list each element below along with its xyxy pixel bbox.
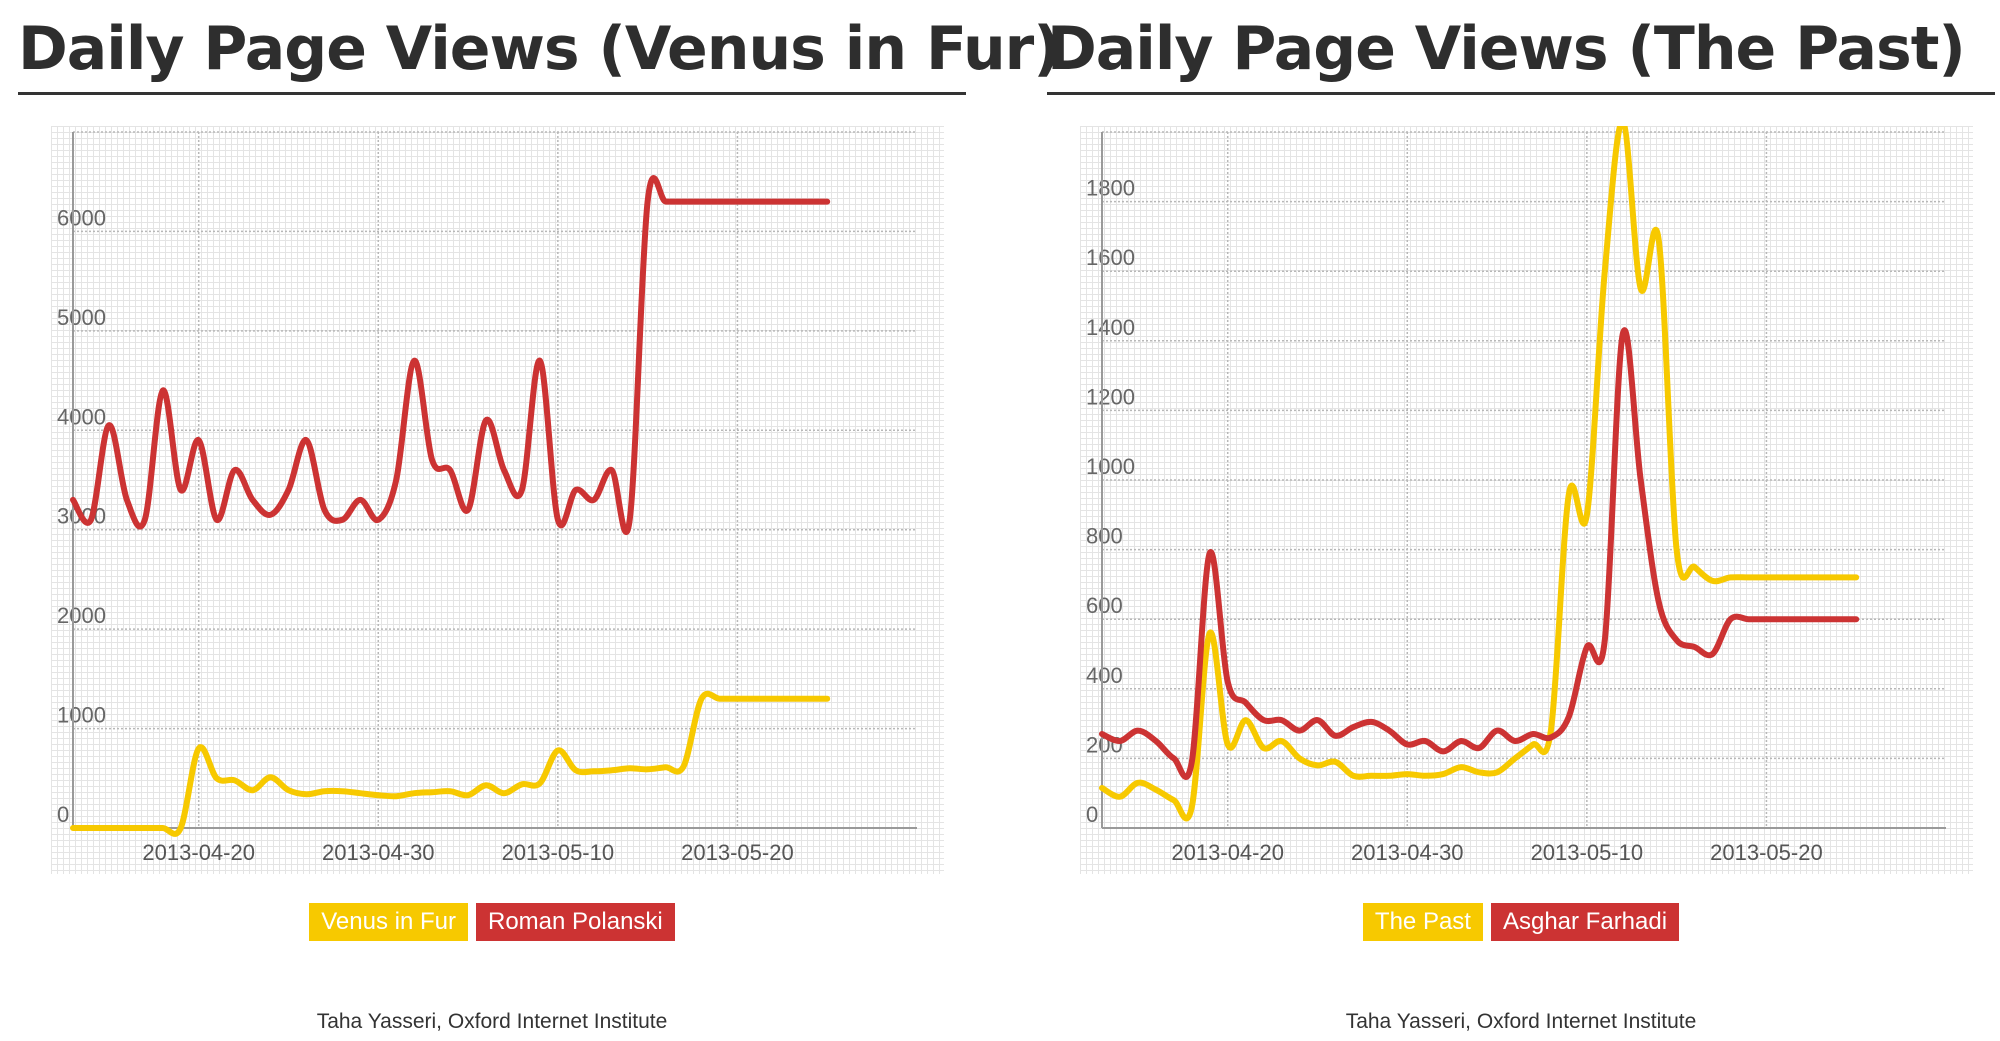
legend-item-the-past[interactable]: The Past bbox=[1362, 903, 1483, 941]
y-tick-label: 2000 bbox=[1086, 126, 1135, 131]
legend: Venus in Fur Roman Polanski bbox=[18, 903, 966, 941]
y-tick-label: 4000 bbox=[57, 404, 106, 429]
y-tick-label: 800 bbox=[1086, 524, 1123, 549]
x-tick-label: 2013-05-10 bbox=[1531, 840, 1644, 865]
chart-panel-venus: Daily Page Views (Venus in Fur) 0 1000 200… bbox=[18, 0, 1061, 1041]
plot-background bbox=[1080, 126, 1973, 874]
series-line-roman-polanski[interactable] bbox=[70, 175, 831, 535]
x-tick-label: 2013-04-30 bbox=[322, 840, 435, 865]
chart-svg: 010002000300040005000600070002013-04-202… bbox=[51, 126, 944, 874]
credit-text: Taha Yasseri, Oxford Internet Institute bbox=[1345, 1010, 1697, 1033]
x-tick-label: 2013-04-20 bbox=[1171, 840, 1284, 865]
y-tick-label: 1200 bbox=[1086, 384, 1135, 409]
legend-item-roman-polanski[interactable]: Roman Polanski bbox=[476, 903, 675, 941]
y-tick-label: 0 bbox=[57, 802, 69, 827]
y-tick-label: 1600 bbox=[1086, 245, 1135, 270]
credit-text: Taha Yasseri, Oxford Internet Institute bbox=[316, 1010, 668, 1033]
y-tick-label: 5000 bbox=[57, 305, 106, 330]
y-tick-label: 0 bbox=[1086, 802, 1098, 827]
chart-svg: 0200400600800100012001400160018002000201… bbox=[1080, 126, 1973, 874]
y-tick-label: 400 bbox=[1086, 663, 1123, 688]
legend-item-venus-in-fur[interactable]: Venus in Fur bbox=[309, 903, 468, 941]
series-line-the-past[interactable] bbox=[1099, 126, 1860, 822]
series-line-asghar-farhadi[interactable] bbox=[1099, 327, 1860, 780]
chart-title: Daily Page Views (The Past) bbox=[1047, 14, 1966, 84]
y-tick-label: 1000 bbox=[57, 703, 106, 728]
chart-title: Daily Page Views (Venus in Fur) bbox=[18, 14, 1061, 84]
legend: The Past Asghar Farhadi bbox=[1047, 903, 1995, 941]
x-tick-label: 2013-05-20 bbox=[1710, 840, 1823, 865]
y-tick-label: 7000 bbox=[57, 126, 106, 131]
x-tick-label: 2013-04-20 bbox=[142, 840, 255, 865]
x-tick-label: 2013-05-10 bbox=[502, 840, 615, 865]
x-tick-label: 2013-04-30 bbox=[1351, 840, 1464, 865]
series-line-venus-in-fur[interactable] bbox=[70, 690, 831, 837]
legend-item-asghar-farhadi[interactable]: Asghar Farhadi bbox=[1490, 903, 1680, 941]
plot-area: 0200400600800100012001400160018002000201… bbox=[1080, 126, 1973, 874]
chart-panel-the-past: Daily Page Views (The Past) 0 200 400 600 80… bbox=[1047, 0, 2000, 1041]
title-rule bbox=[18, 92, 966, 95]
y-tick-label: 600 bbox=[1086, 593, 1123, 618]
title-rule bbox=[1047, 92, 1995, 95]
x-tick-label: 2013-05-20 bbox=[681, 840, 794, 865]
y-tick-label: 1000 bbox=[1086, 454, 1135, 479]
plot-background bbox=[51, 126, 944, 874]
y-tick-label: 6000 bbox=[57, 205, 106, 230]
y-tick-label: 1400 bbox=[1086, 315, 1135, 340]
plot-area: 010002000300040005000600070002013-04-202… bbox=[51, 126, 944, 874]
y-tick-label: 1800 bbox=[1086, 176, 1135, 201]
y-tick-label: 2000 bbox=[57, 603, 106, 628]
